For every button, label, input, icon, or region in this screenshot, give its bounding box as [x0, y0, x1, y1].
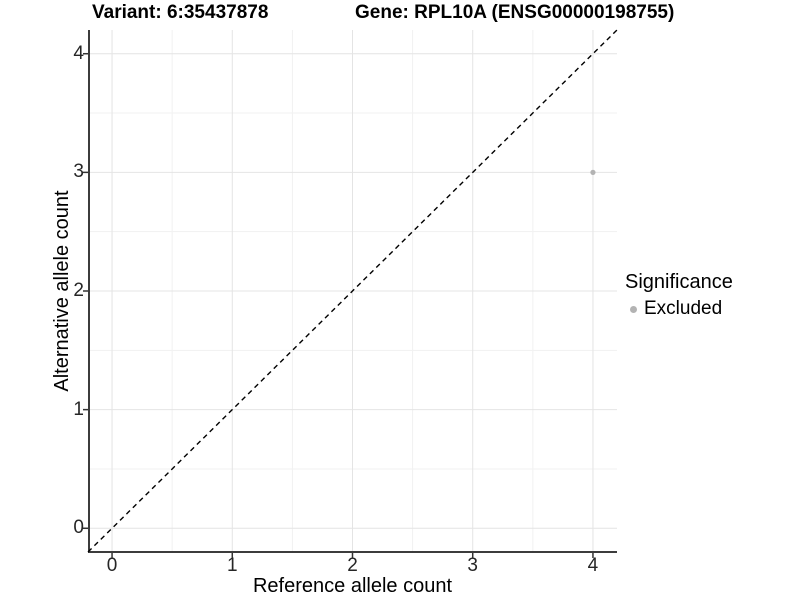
y-tick-label: 4: [73, 42, 84, 64]
x-tick-label: 2: [347, 555, 358, 576]
variant-title: Variant: 6:35437878: [92, 2, 269, 23]
y-tick-label: 0: [73, 517, 84, 539]
gene-title: Gene: RPL10A (ENSG00000198755): [355, 2, 675, 23]
y-tick-label: 3: [73, 161, 84, 183]
data-point: [590, 169, 596, 175]
legend-entry-label: Excluded: [644, 298, 723, 319]
x-tick-label: 4: [587, 555, 599, 576]
excluded-marker-icon: [630, 305, 637, 313]
x-axis-title: Reference allele count: [252, 575, 452, 597]
legend-entry-excluded: Excluded: [625, 298, 733, 320]
y-tick-label: 1: [73, 398, 84, 420]
y-tick-label: 2: [73, 280, 84, 301]
identity-line: [87, 29, 618, 553]
x-tick-label: 0: [106, 555, 118, 576]
legend-title: Significance: [625, 271, 733, 293]
x-tick-label: 3: [467, 555, 478, 576]
legend: Significance Excluded: [625, 270, 733, 320]
x-tick-label: 1: [226, 555, 238, 576]
y-axis-title: Alternative allele count: [51, 190, 73, 392]
